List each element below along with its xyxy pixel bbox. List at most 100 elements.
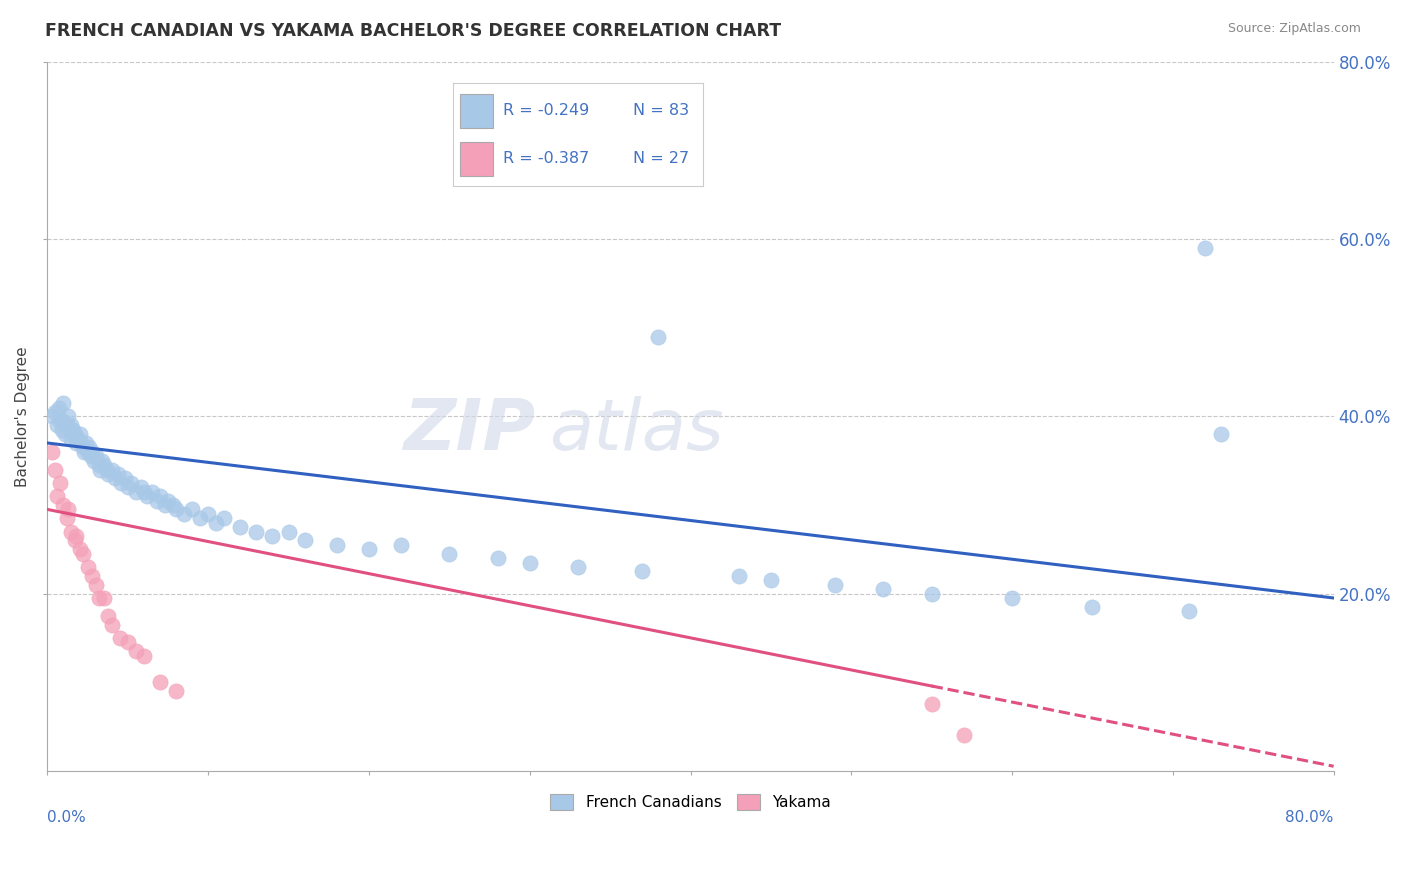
Point	[262, 529, 284, 543]
Point	[107, 467, 129, 481]
Point	[65, 436, 87, 450]
Point	[77, 441, 100, 455]
Point	[100, 617, 122, 632]
Point	[188, 511, 211, 525]
Point	[125, 484, 148, 499]
Point	[76, 560, 98, 574]
Point	[631, 565, 654, 579]
Point	[567, 560, 589, 574]
Point	[145, 493, 167, 508]
Point	[46, 418, 69, 433]
Point	[60, 432, 83, 446]
Point	[52, 498, 75, 512]
Point	[727, 569, 749, 583]
Point	[73, 445, 96, 459]
Point	[55, 511, 77, 525]
Point	[100, 462, 122, 476]
Point	[108, 631, 131, 645]
Point	[46, 489, 69, 503]
Point	[60, 418, 83, 433]
Point	[97, 608, 120, 623]
Point	[52, 414, 75, 428]
Point	[117, 480, 139, 494]
Point	[153, 498, 176, 512]
Point	[149, 675, 172, 690]
Point	[63, 427, 86, 442]
Point	[41, 409, 63, 424]
Point	[1001, 591, 1024, 605]
Point	[97, 467, 120, 481]
Point	[65, 529, 87, 543]
Point	[129, 480, 152, 494]
Point	[69, 427, 91, 442]
Text: ZIP: ZIP	[404, 396, 536, 465]
Point	[96, 462, 118, 476]
Text: FRENCH CANADIAN VS YAKAMA BACHELOR'S DEGREE CORRELATION CHART: FRENCH CANADIAN VS YAKAMA BACHELOR'S DEG…	[45, 22, 782, 40]
Point	[117, 635, 139, 649]
Point	[83, 453, 105, 467]
Point	[1081, 599, 1104, 614]
Point	[1209, 427, 1232, 442]
Point	[53, 427, 76, 442]
Point	[60, 524, 83, 539]
Point	[181, 502, 204, 516]
Point	[87, 591, 110, 605]
Point	[72, 441, 94, 455]
Point	[62, 423, 84, 437]
Point	[110, 475, 132, 490]
Point	[212, 511, 235, 525]
Point	[76, 445, 98, 459]
Point	[41, 445, 63, 459]
Point	[91, 453, 114, 467]
Point	[49, 475, 72, 490]
Legend: French Canadians, Yakama: French Canadians, Yakama	[544, 788, 837, 816]
Point	[58, 409, 80, 424]
Point	[439, 547, 461, 561]
Point	[141, 484, 163, 499]
Point	[921, 698, 943, 712]
Point	[519, 556, 541, 570]
Text: 0.0%: 0.0%	[48, 810, 86, 825]
Point	[759, 574, 782, 588]
Point	[165, 684, 187, 698]
Point	[93, 458, 115, 472]
Point	[104, 471, 127, 485]
Point	[69, 542, 91, 557]
Point	[44, 462, 66, 476]
Point	[44, 405, 66, 419]
Point	[357, 542, 380, 557]
Point	[84, 577, 107, 591]
Point	[486, 551, 509, 566]
Point	[647, 329, 669, 343]
Point	[51, 423, 73, 437]
Point	[229, 520, 252, 534]
Point	[52, 396, 75, 410]
Point	[55, 418, 77, 433]
Point	[84, 450, 107, 464]
Text: Source: ZipAtlas.com: Source: ZipAtlas.com	[1227, 22, 1361, 36]
Point	[132, 484, 155, 499]
Point	[132, 648, 155, 663]
Point	[245, 524, 267, 539]
Point	[82, 445, 104, 459]
Text: 80.0%: 80.0%	[1285, 810, 1334, 825]
Point	[63, 533, 86, 548]
Text: atlas: atlas	[548, 396, 724, 465]
Point	[162, 498, 184, 512]
Point	[173, 507, 195, 521]
Point	[1178, 604, 1201, 618]
Point	[136, 489, 159, 503]
Point	[824, 577, 846, 591]
Point	[114, 471, 136, 485]
Point	[93, 591, 115, 605]
Point	[125, 644, 148, 658]
Point	[872, 582, 894, 596]
Point	[294, 533, 316, 548]
Point	[89, 462, 111, 476]
Point	[120, 475, 142, 490]
Point	[66, 432, 89, 446]
Point	[326, 538, 349, 552]
Y-axis label: Bachelor's Degree: Bachelor's Degree	[15, 346, 30, 487]
Point	[165, 502, 187, 516]
Point	[197, 507, 219, 521]
